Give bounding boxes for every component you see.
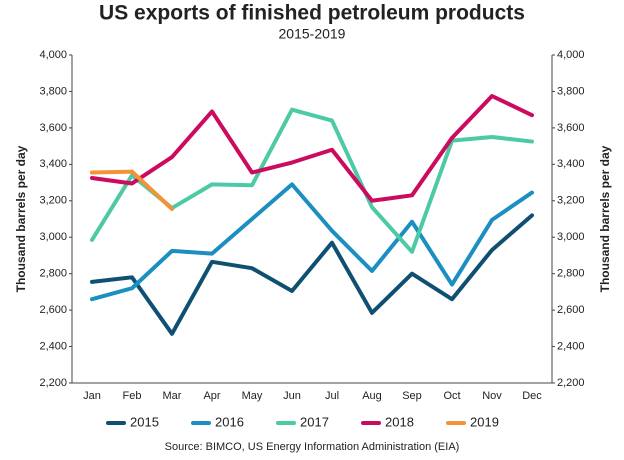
y-tick-label: 3,200 [39,195,67,207]
y2-tick-label: 3,600 [557,122,585,134]
y2-tick-label: 2,600 [557,304,585,316]
x-tick-label: Oct [443,390,460,402]
x-tick-label: May [242,390,263,402]
chart-subtitle: 2015-2019 [279,26,346,42]
y2-tick-label: 2,200 [557,377,585,389]
legend-label: 2017 [300,414,329,429]
y2-tick-label: 4,000 [557,49,585,61]
y2-tick-label: 3,200 [557,195,585,207]
y-tick-label: 2,400 [39,340,67,352]
legend-label: 2018 [385,414,414,429]
y2-tick-label: 3,000 [557,231,585,243]
y2-tick-label: 2,800 [557,268,585,280]
series-line [90,182,534,302]
y-tick-label: 2,800 [39,268,67,280]
series-line [90,169,174,211]
legend-label: 2019 [470,414,499,429]
y-tick-label: 3,600 [39,122,67,134]
source-note: Source: BIMCO, US Energy Information Adm… [165,441,460,453]
series-line [90,107,534,254]
x-tick-label: Dec [522,390,542,402]
y-tick-label: 3,000 [39,231,67,243]
x-tick-label: Jul [325,390,339,402]
x-tick-label: Apr [203,390,220,402]
x-tick-label: Sep [402,390,422,402]
y2-tick-label: 3,800 [557,85,585,97]
x-tick-label: Jan [83,390,101,402]
x-tick-label: Mar [163,390,182,402]
y2-tick-label: 2,400 [557,340,585,352]
series-line [90,213,534,336]
chart-title: US exports of finished petroleum product… [99,2,525,25]
y-tick-label: 2,600 [39,304,67,316]
y-axis-title: Thousand barrels per day [14,145,28,292]
y-tick-label: 3,800 [39,85,67,97]
y-tick-label: 3,400 [39,158,67,170]
x-tick-label: Nov [482,390,502,402]
x-tick-label: Feb [123,390,142,402]
y2-axis-title: Thousand barrels per day [598,145,612,292]
legend-label: 2015 [130,414,159,429]
legend-label: 2016 [215,414,244,429]
y2-tick-label: 3,400 [557,158,585,170]
x-tick-label: Jun [283,390,301,402]
x-tick-label: Aug [362,390,382,402]
series-line [90,94,534,203]
y-tick-label: 4,000 [39,49,67,61]
y-tick-label: 2,200 [39,377,67,389]
